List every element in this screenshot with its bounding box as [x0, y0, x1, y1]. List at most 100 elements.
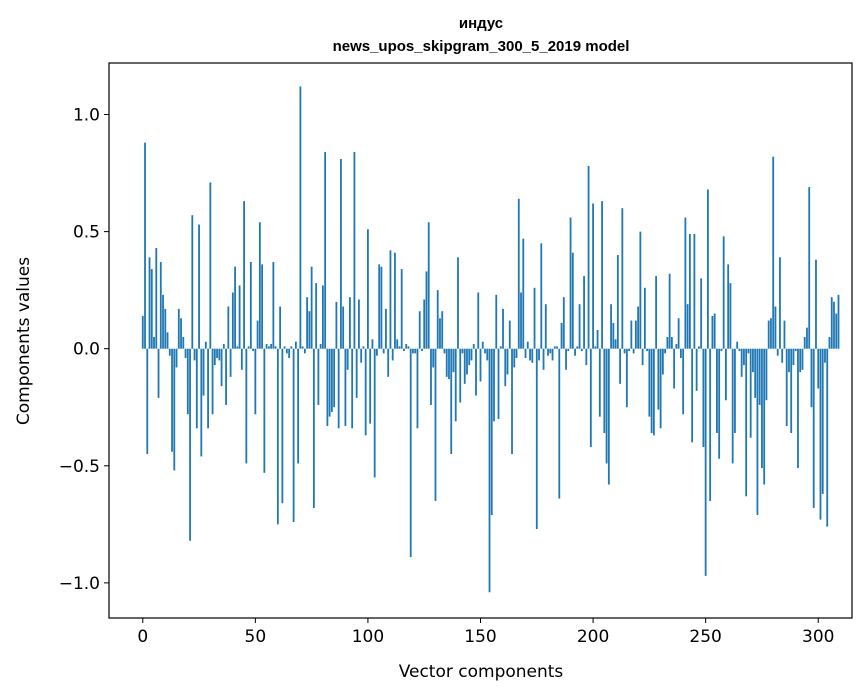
bar [225, 348, 227, 405]
bar [362, 346, 365, 349]
bar [743, 348, 745, 366]
bar [292, 348, 295, 522]
bar [560, 322, 563, 349]
bar [177, 308, 180, 349]
bar [616, 255, 619, 349]
bar [367, 229, 369, 349]
bar [610, 304, 612, 349]
bar [580, 348, 583, 352]
bar [826, 348, 829, 527]
bar [508, 320, 511, 349]
bar [191, 215, 194, 349]
bar [493, 348, 495, 422]
bar [549, 348, 552, 354]
bar [409, 348, 412, 558]
bar [312, 348, 315, 508]
bar [378, 264, 381, 349]
bar [558, 348, 561, 499]
bar [254, 348, 257, 415]
bar [736, 341, 739, 349]
bar [267, 346, 270, 349]
bar [673, 348, 676, 389]
bar [285, 348, 288, 354]
bar [432, 348, 435, 368]
bar [407, 346, 410, 349]
bar [434, 348, 437, 501]
bar [517, 198, 520, 349]
bar [594, 346, 597, 349]
bar [785, 348, 788, 426]
bar [835, 313, 838, 349]
bar [258, 222, 261, 349]
bar [709, 348, 712, 501]
bar [574, 348, 576, 356]
bar [763, 348, 766, 485]
bar [819, 348, 822, 520]
x-tick-label: 100 [352, 627, 384, 647]
bar [628, 348, 630, 352]
bar [655, 276, 658, 349]
bar [522, 238, 525, 349]
bar [477, 292, 480, 349]
bar [171, 348, 173, 452]
bar [274, 346, 277, 349]
bar [664, 348, 667, 354]
bar [567, 348, 570, 352]
bar [146, 348, 149, 455]
bar [614, 339, 617, 349]
y-tick-label: 0.0 [73, 340, 100, 360]
bar [682, 348, 685, 415]
bar [688, 233, 691, 349]
bar [400, 269, 403, 349]
bar [783, 320, 786, 349]
bar [666, 336, 669, 349]
bar [148, 257, 151, 349]
bar [808, 187, 811, 349]
bar [303, 348, 306, 354]
bar [598, 348, 601, 417]
bar [794, 348, 797, 352]
y-tick-label: 0.5 [73, 223, 100, 243]
bar [679, 348, 682, 359]
bar [186, 348, 189, 415]
bar [294, 341, 297, 349]
bar [603, 348, 606, 433]
bar [592, 203, 594, 349]
bar [488, 348, 491, 593]
bar [216, 348, 218, 359]
bar [162, 294, 164, 349]
bar [213, 348, 216, 366]
bar [189, 348, 191, 541]
y-tick-label: −1.0 [59, 574, 100, 594]
bar [389, 250, 392, 349]
bar [716, 348, 718, 433]
bar [207, 348, 209, 429]
bar [204, 341, 207, 349]
bar [414, 348, 417, 354]
bar [529, 348, 531, 361]
bar [639, 231, 642, 349]
y-tick-label: −0.5 [59, 457, 100, 477]
bar [752, 348, 754, 373]
bar [495, 294, 498, 349]
bar [513, 348, 516, 368]
bar [612, 322, 615, 349]
bar [670, 336, 673, 349]
bar [490, 348, 493, 515]
bar [542, 348, 545, 370]
bar [200, 348, 203, 457]
bar [779, 257, 781, 349]
x-axis-ticks: 0 50 100 150 200 250 300 [137, 618, 834, 647]
bar [830, 297, 833, 349]
bar [810, 348, 813, 408]
bar [583, 276, 585, 349]
bar [693, 233, 696, 349]
bar [326, 348, 329, 426]
bar [202, 348, 205, 396]
bar [252, 348, 254, 352]
bar [770, 318, 772, 349]
bar [353, 151, 356, 349]
bar [159, 262, 162, 349]
bar [765, 348, 768, 401]
bar [652, 348, 655, 436]
